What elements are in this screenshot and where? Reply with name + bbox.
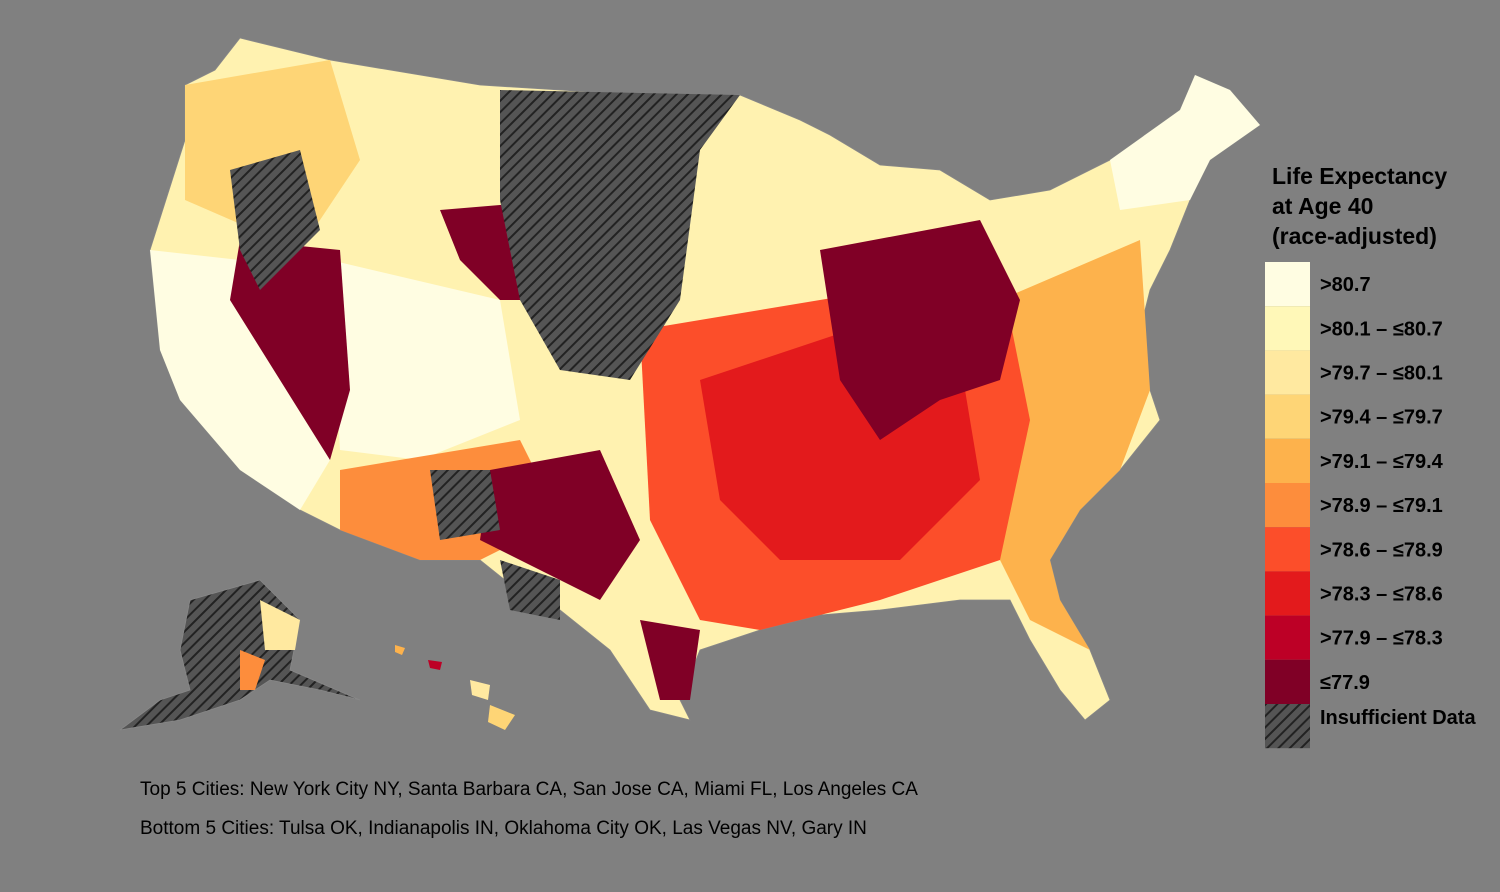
legend-swatch bbox=[1265, 394, 1310, 439]
region bbox=[640, 620, 700, 700]
legend-label: >78.6 – ≤78.9 bbox=[1320, 539, 1443, 561]
hawaii-island bbox=[470, 680, 490, 700]
legend-label: >79.1 – ≤79.4 bbox=[1320, 451, 1444, 473]
legend-title: at Age 40 bbox=[1272, 193, 1373, 219]
region bbox=[185, 60, 360, 250]
alaska-region bbox=[260, 600, 300, 650]
note: Top 5 Cities: New York City NY, Santa Ba… bbox=[140, 779, 918, 800]
us-map bbox=[119, 37, 1261, 731]
legend-label: Insufficient Data bbox=[1320, 707, 1476, 729]
legend-swatch bbox=[1265, 615, 1310, 660]
region bbox=[820, 220, 1020, 440]
legend-swatch bbox=[1265, 483, 1310, 528]
legend-label: >79.7 – ≤80.1 bbox=[1320, 363, 1443, 385]
region bbox=[230, 240, 350, 460]
region bbox=[150, 250, 330, 510]
insufficient-data-area bbox=[230, 150, 320, 290]
legend-swatch bbox=[1265, 438, 1310, 483]
hawaii-island bbox=[395, 645, 405, 655]
legend: Life Expectancy at Age 40 (race-adjusted… bbox=[1265, 163, 1476, 749]
legend-label: >79.4 – ≤79.7 bbox=[1320, 407, 1443, 429]
legend-swatch bbox=[1265, 350, 1310, 395]
notes: Top 5 Cities: New York City NY, Santa Ba… bbox=[140, 779, 918, 839]
legend-swatch bbox=[1265, 659, 1310, 704]
hawaii-island bbox=[488, 705, 515, 730]
region bbox=[1110, 75, 1260, 210]
legend-swatch bbox=[1265, 704, 1310, 749]
legend-swatch bbox=[1265, 262, 1310, 307]
region bbox=[330, 260, 520, 460]
insufficient-data-area bbox=[500, 560, 560, 620]
note: Bottom 5 Cities: Tulsa OK, Indianapolis … bbox=[140, 818, 867, 839]
legend-label: >80.1 – ≤80.7 bbox=[1320, 318, 1443, 340]
region bbox=[480, 450, 640, 600]
legend-title: (race-adjusted) bbox=[1272, 223, 1437, 249]
legend-label: >78.9 – ≤79.1 bbox=[1320, 495, 1443, 517]
insufficient-data-area bbox=[500, 90, 740, 380]
legend-label: ≤77.9 bbox=[1320, 672, 1370, 694]
legend-swatch bbox=[1265, 306, 1310, 351]
legend-label: >77.9 – ≤78.3 bbox=[1320, 628, 1443, 650]
legend-swatch bbox=[1265, 571, 1310, 616]
legend-label: >78.3 – ≤78.6 bbox=[1320, 584, 1443, 606]
insufficient-data-area bbox=[430, 470, 500, 540]
legend-swatch bbox=[1265, 527, 1310, 572]
legend-title: Life Expectancy bbox=[1272, 163, 1447, 189]
alaska-region bbox=[240, 650, 265, 690]
legend-label: >80.7 bbox=[1320, 274, 1371, 296]
hawaii-island bbox=[428, 660, 442, 670]
